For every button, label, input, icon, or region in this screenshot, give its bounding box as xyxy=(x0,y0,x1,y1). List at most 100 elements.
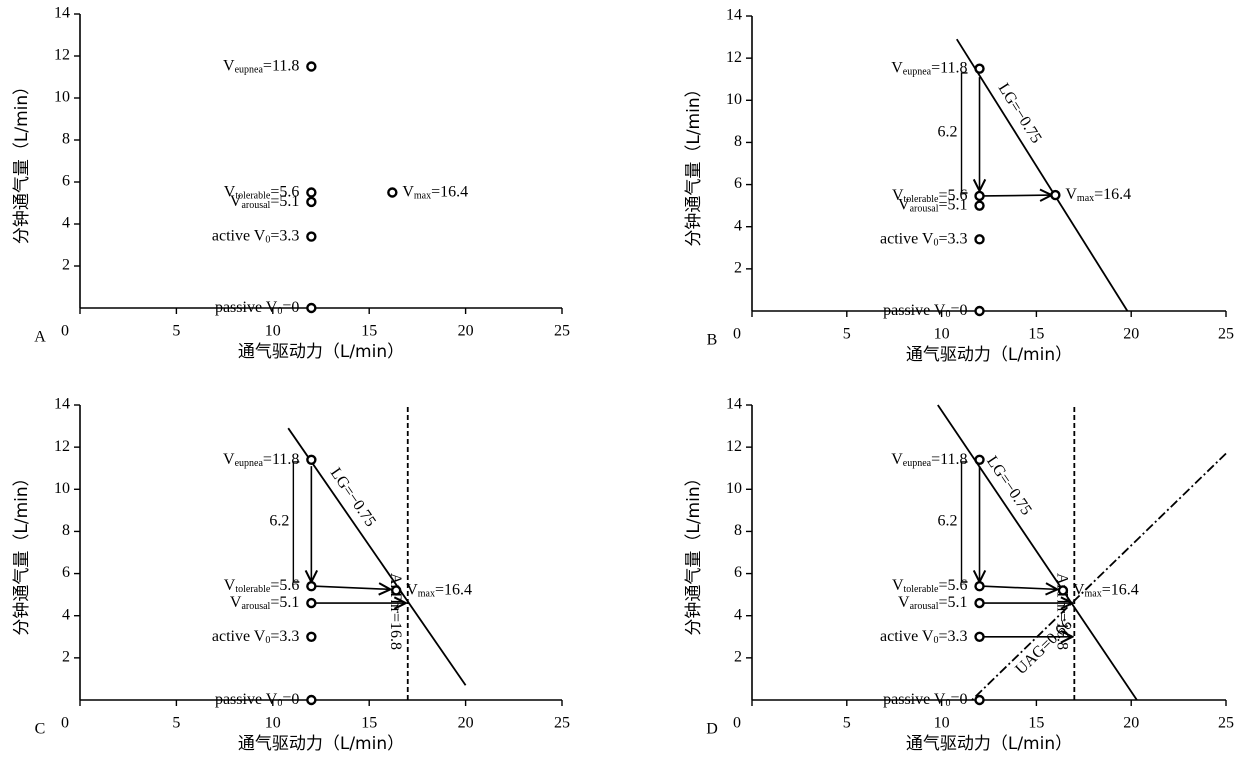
label-main: V xyxy=(892,187,904,204)
label-subscript: max xyxy=(1085,589,1102,600)
bracket xyxy=(960,72,968,194)
line-label: LG=−0.75 xyxy=(983,453,1035,518)
point-label: Vtolerable=5.6 xyxy=(224,577,300,596)
label-subscript: eupnea xyxy=(235,65,264,76)
label-subscript: 0 xyxy=(277,306,282,317)
label-main: V xyxy=(224,183,236,200)
x-tick-label: 10 xyxy=(934,715,950,732)
data-point xyxy=(387,187,398,198)
label-value: =16.4 xyxy=(435,581,472,598)
x-axis-label: 通气驱动力（L/min） xyxy=(906,734,1072,754)
label-value: =0 xyxy=(950,691,967,708)
label-value: =3.3 xyxy=(938,230,967,247)
y-axis-label: 分钟通气量（L/min） xyxy=(684,469,704,635)
point-label: Veupnea=11.8 xyxy=(891,450,967,469)
label-subscript: max xyxy=(418,589,435,600)
y-tick-label: 12 xyxy=(726,438,742,455)
label-subscript: arousal xyxy=(241,601,270,612)
line-label: LG=−0.75 xyxy=(995,80,1045,146)
bracket xyxy=(960,461,968,583)
x-tick-label: 15 xyxy=(1028,715,1044,732)
label-subscript: max xyxy=(414,191,431,202)
label-subscript: 0 xyxy=(945,698,950,709)
point-label: passive V0=0 xyxy=(215,691,299,710)
x-tick-label: 10 xyxy=(265,715,281,732)
label-value: =11.8 xyxy=(263,57,299,74)
label-main: V xyxy=(223,450,235,467)
label-subscript: tolerable xyxy=(904,194,940,205)
point-label: Veupnea=11.8 xyxy=(223,450,299,469)
x-tick-label: 10 xyxy=(934,326,950,343)
x-tick-label: 15 xyxy=(361,715,377,732)
x-tick-label: 25 xyxy=(554,323,570,340)
label-value: =5.6 xyxy=(270,183,299,200)
label-value: =3.3 xyxy=(270,227,299,244)
label-subscript: 0 xyxy=(265,635,270,646)
bracket xyxy=(292,461,300,583)
point-label: Vmax=16.4 xyxy=(1073,581,1139,600)
point-label: passive V0=0 xyxy=(883,691,967,710)
label-main: V xyxy=(1073,581,1085,598)
label-main: V xyxy=(891,450,903,467)
data-point xyxy=(974,631,985,642)
panel-label: A xyxy=(34,329,46,346)
bracket-label: 6.2 xyxy=(269,513,289,530)
data-point xyxy=(306,694,317,706)
x-tick-label: 0 xyxy=(733,715,741,732)
label-value: =16.4 xyxy=(1102,581,1139,598)
point-label: Varousal=5.1 xyxy=(230,193,299,212)
arrow xyxy=(983,586,1057,589)
y-tick-label: 2 xyxy=(734,649,742,666)
label-value: =0 xyxy=(282,691,299,708)
data-point xyxy=(974,694,985,706)
y-tick-label: 12 xyxy=(54,47,70,64)
y-tick-label: 2 xyxy=(62,649,70,666)
x-tick-label: 0 xyxy=(61,715,69,732)
y-tick-label: 4 xyxy=(62,606,70,623)
label-main: V xyxy=(891,59,903,76)
label-main: passive V xyxy=(883,691,946,708)
arrow xyxy=(983,195,1051,196)
y-tick-label: 8 xyxy=(734,522,742,539)
label-main: passive V xyxy=(215,299,278,316)
point-label: Vtolerable=5.6 xyxy=(224,183,300,202)
y-tick-label: 10 xyxy=(726,91,742,108)
label-subscript: arousal xyxy=(910,204,939,215)
label-value: =5.6 xyxy=(938,577,967,594)
data-point xyxy=(306,61,317,72)
label-main: active V xyxy=(880,627,934,644)
point-label: Vmax=16.4 xyxy=(406,581,472,600)
data-point xyxy=(306,597,317,609)
y-axis-label: 分钟通气量（L/min） xyxy=(12,78,32,244)
label-value: =5.6 xyxy=(270,577,299,594)
label-value: =3.3 xyxy=(270,627,299,644)
data-point xyxy=(974,200,985,211)
x-tick-label: 20 xyxy=(458,715,474,732)
x-tick-label: 5 xyxy=(172,323,180,340)
label-main: V xyxy=(898,594,910,611)
x-tick-label: 20 xyxy=(1123,326,1139,343)
label-value: =5.6 xyxy=(938,187,967,204)
data-point xyxy=(974,234,985,245)
label-value: =16.4 xyxy=(1094,186,1131,203)
x-axis-label: 通气驱动力（L/min） xyxy=(906,345,1072,365)
y-tick-label: 4 xyxy=(734,606,742,623)
label-subscript: max xyxy=(1077,193,1094,204)
label-subscript: arousal xyxy=(910,601,939,612)
reference-line xyxy=(287,427,467,686)
label-subscript: 0 xyxy=(265,235,270,246)
y-tick-label: 14 xyxy=(54,396,70,413)
label-main: active V xyxy=(880,230,934,247)
point-label: Veupnea=11.8 xyxy=(223,57,299,76)
x-tick-label: 10 xyxy=(265,323,281,340)
data-point xyxy=(306,581,317,592)
label-subscript: 0 xyxy=(277,698,282,709)
point-label: Varousal=5.1 xyxy=(230,594,299,613)
x-tick-label: 25 xyxy=(554,715,570,732)
y-tick-label: 2 xyxy=(62,257,70,274)
label-subscript: tolerable xyxy=(904,585,940,596)
label-subscript: tolerable xyxy=(235,585,271,596)
label-value: =5.1 xyxy=(938,196,967,213)
label-subscript: 0 xyxy=(933,238,938,249)
